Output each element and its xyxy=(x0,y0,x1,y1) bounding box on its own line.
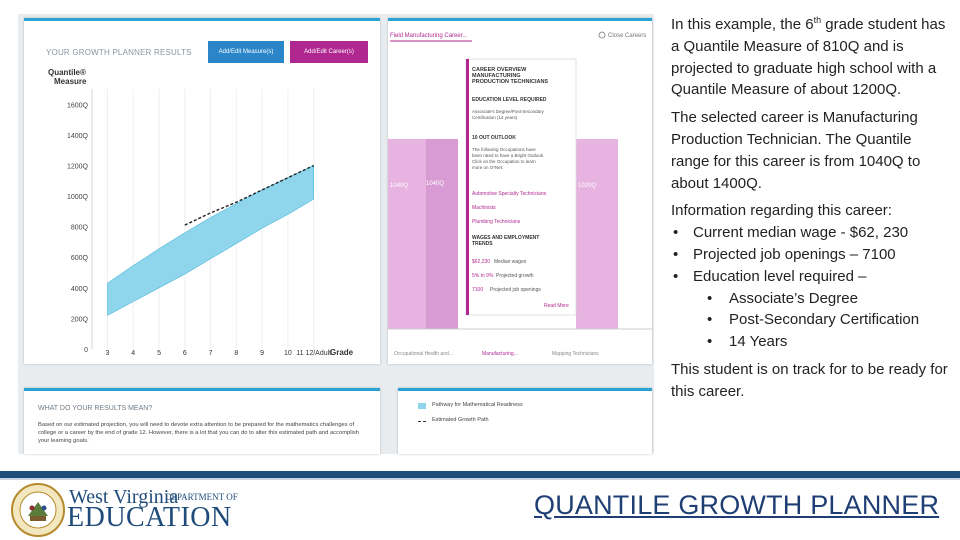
y-tick-label: 0 xyxy=(84,347,88,354)
y-tick-label: 1000Q xyxy=(67,194,89,201)
growth-planner-screenshot: YOUR GROWTH PLANNER RESULTS Add/Edit Mea… xyxy=(18,14,654,454)
career-link-3[interactable]: Plumbing Technicians xyxy=(472,219,521,225)
median-wage-label: Median wages xyxy=(494,259,527,265)
career-tab[interactable]: Field Manufacturing Career... xyxy=(390,33,468,39)
x-tick-label: 7 xyxy=(209,350,213,357)
y-tick-label: 800Q xyxy=(71,225,89,232)
wv-seal-logo xyxy=(11,483,65,537)
explain-p1-a: In this example, the 6 xyxy=(671,16,814,33)
readiness-band xyxy=(107,165,314,316)
meaning-text: Based on our estimated projection, you w… xyxy=(38,422,359,444)
y-ticks: 1600Q 1400Q 1200Q 1000Q 800Q 600Q 400Q 200Q 0 xyxy=(67,102,89,354)
career-info-list: Current median wage - $62, 230 Projected… xyxy=(671,222,951,353)
career-link-2[interactable]: Machinists xyxy=(472,205,496,211)
career-band-right xyxy=(576,139,618,329)
explanation-text: In this example, the 6th grade student h… xyxy=(671,14,951,409)
outlook-heading: 10 OUT OUTLOOK xyxy=(472,135,516,141)
x-tick-label: 10 xyxy=(284,350,292,357)
growth-chart: Quantile® Measure 1600Q1400Q1200Q1000Q80… xyxy=(48,68,354,357)
results-meaning-panel: WHAT DO YOUR RESULTS MEAN? Based on our … xyxy=(24,388,380,454)
y-axis-title-1: Quantile® xyxy=(48,68,86,77)
bottom-label-2[interactable]: Manufacturing... xyxy=(482,351,518,357)
x-tick-label: 4 xyxy=(131,350,135,357)
y-tick-label: 200Q xyxy=(71,316,89,323)
grid xyxy=(91,89,315,349)
legend-band-swatch xyxy=(418,403,426,409)
info-education: Education level required – xyxy=(671,266,951,288)
results-title: YOUR GROWTH PLANNER RESULTS xyxy=(46,48,192,57)
education-heading: EDUCATION LEVEL REQUIRED xyxy=(472,97,547,103)
explain-p1-b: grade student has a Quantile Measure of … xyxy=(671,16,946,99)
info-education-degree: Associate’s Degree xyxy=(671,288,951,310)
wv-education: EDUCATION xyxy=(67,502,232,533)
slide-title: QUANTILE GROWTH PLANNER xyxy=(534,490,940,520)
career-band-left xyxy=(388,139,426,329)
close-careers-link[interactable]: Close Careers xyxy=(608,33,646,39)
footer-line xyxy=(0,478,960,480)
x-tick-label: 9 xyxy=(260,350,264,357)
education-text: Associate's Degree/Post-Secondary Certifi… xyxy=(472,109,545,120)
career-overview-card xyxy=(465,58,577,316)
explain-p3: Information regarding this career: xyxy=(671,202,892,220)
add-edit-measure-button[interactable]: Add/Edit Measure(s) xyxy=(208,41,284,63)
meaning-title: WHAT DO YOUR RESULTS MEAN? xyxy=(38,405,153,412)
career-panel: Field Manufacturing Career... Close Care… xyxy=(388,18,652,364)
career-link-1[interactable]: Automotive Specialty Technicians xyxy=(472,191,547,197)
median-wage: $62,230 xyxy=(472,259,490,265)
info-education-cert: Post-Secondary Certification xyxy=(671,309,951,331)
growth-chart-panel: YOUR GROWTH PLANNER RESULTS Add/Edit Mea… xyxy=(24,18,380,364)
x-ticks: 3 4 5 6 7 8 9 10 11 12/Adult xyxy=(106,350,332,357)
band-left-label-2: 1040Q xyxy=(426,181,444,187)
y-tick-label: 1600Q xyxy=(67,102,89,109)
career-view: Field Manufacturing Career... Close Care… xyxy=(388,31,652,357)
y-tick-label: 400Q xyxy=(71,286,89,293)
job-openings-label: Projected job openings xyxy=(490,287,541,293)
legend-pathway-label: Pathway for Mathematical Readiness xyxy=(432,402,523,408)
explain-paragraph-1: In this example, the 6th grade student h… xyxy=(671,14,951,101)
legend-path-swatch xyxy=(418,421,426,422)
add-edit-career-button[interactable]: Add/Edit Career(s) xyxy=(290,41,368,63)
legend-panel: Pathway for Mathematical Readiness Estim… xyxy=(398,388,652,454)
estimated-growth-path xyxy=(184,164,314,226)
career-band-left-2 xyxy=(426,139,458,329)
x-tick-label: 5 xyxy=(157,350,161,357)
info-wage: Current median wage - $62, 230 xyxy=(671,222,951,244)
info-openings: Projected job openings – 7100 xyxy=(671,244,951,266)
explain-paragraph-3: Information regarding this career: xyxy=(671,200,951,222)
band-right-label: 1020Q xyxy=(578,183,596,189)
x-tick-label: 8 xyxy=(234,350,238,357)
x-tick-label: 6 xyxy=(183,350,187,357)
band-left-label: 1040Q xyxy=(390,183,408,189)
wages-heading: WAGES AND EMPLOYMENT TRENDS xyxy=(472,235,539,247)
y-tick-label: 600Q xyxy=(71,255,89,262)
close-icon[interactable] xyxy=(598,31,606,39)
footer-bar xyxy=(0,471,960,478)
explain-paragraph-2: The selected career is Manufacturing Pro… xyxy=(671,109,921,192)
growth-path-line xyxy=(184,164,314,226)
legend-estimated-label: Estimated Growth Path xyxy=(432,417,489,423)
y-tick-label: 1200Q xyxy=(67,163,89,170)
wv-name: West Virginia xyxy=(69,486,179,508)
wv-department: DEPARTMENT OF xyxy=(165,492,238,502)
overview-heading: CAREER OVERVIEW MANUFACTURING PRODUCTION T… xyxy=(472,67,548,85)
x-tick-label: 3 xyxy=(106,350,110,357)
bottom-label-3[interactable]: Mapping Technicians xyxy=(552,351,599,357)
projected-growth-label: Projected growth xyxy=(496,273,534,279)
y-tick-label: 1400Q xyxy=(67,133,89,140)
x-tick-label: 11 12/Adult xyxy=(296,350,331,357)
job-openings: 7100 xyxy=(472,287,483,293)
card-accent xyxy=(466,59,469,315)
explain-p1-sup: th xyxy=(813,15,822,25)
readiness-band-area xyxy=(107,165,314,316)
read-more-link[interactable]: Read More xyxy=(544,303,569,309)
outlook-text: The following Occupations have been rated… xyxy=(472,147,544,170)
projected-growth: 5% to 9% xyxy=(472,273,494,279)
explain-paragraph-4: This student is on track for to be ready… xyxy=(671,360,948,400)
x-axis-title: Grade xyxy=(330,348,354,357)
info-education-years: 14 Years xyxy=(671,331,951,353)
bottom-label-1[interactable]: Occupational Health and... xyxy=(394,351,453,357)
y-axis-title-2: Measure xyxy=(54,77,87,86)
